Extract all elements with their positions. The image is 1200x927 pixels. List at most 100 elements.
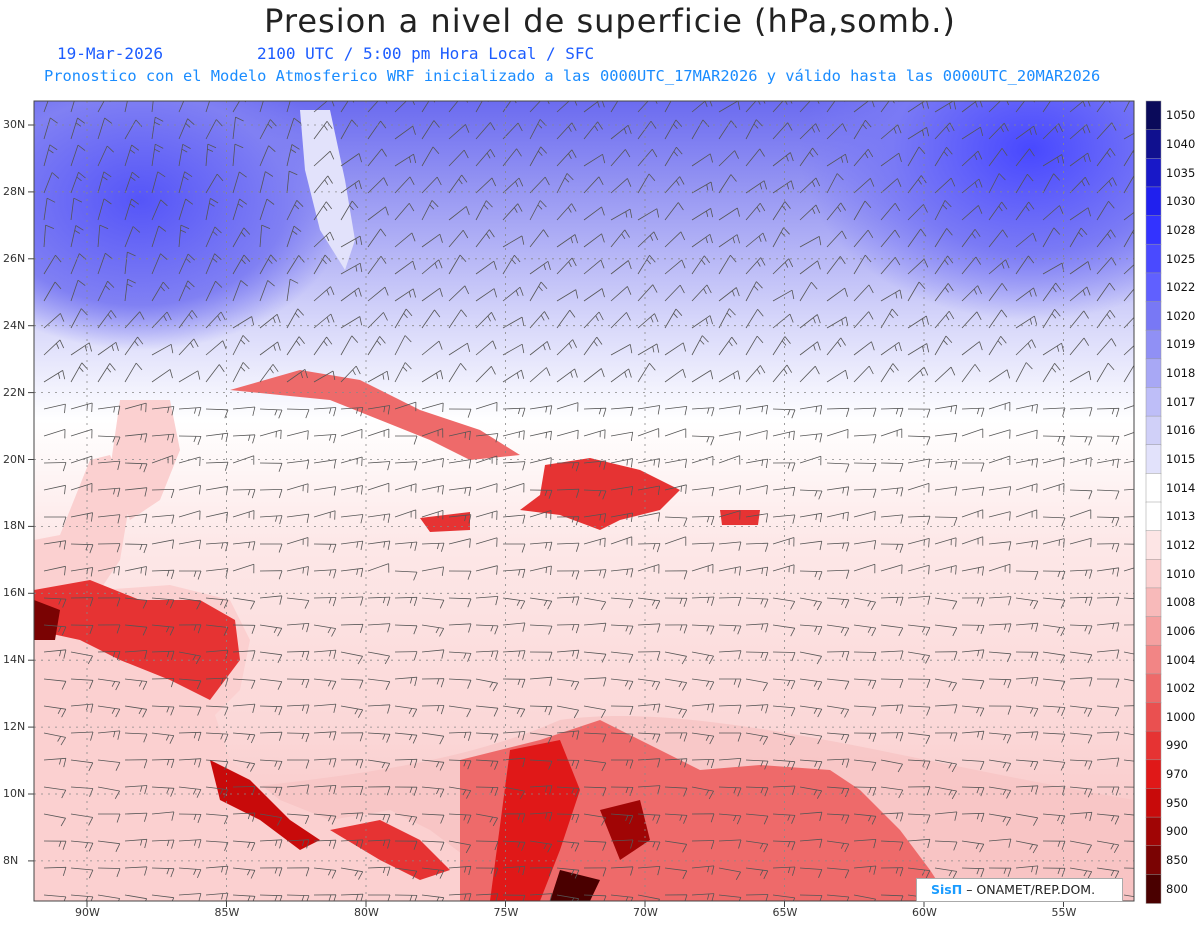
wind-barb [502,650,526,660]
wind-barb [961,341,983,356]
wind-barb [1042,813,1066,825]
wind-barb [799,281,818,302]
wind-barb [421,458,444,468]
wind-barb [1069,651,1093,664]
wind-barb [1015,813,1039,826]
wind-barb [1123,567,1134,572]
wind-barb [853,651,877,662]
wind-barb [529,457,552,467]
wind-barb [124,732,148,743]
wind-barb [367,101,388,113]
wind-barb [448,430,471,441]
land-masses [34,110,950,901]
wind-barb [907,366,929,383]
lon-label-60W: 60W [912,906,937,919]
wind-barb [1123,364,1134,383]
wind-barb [178,867,202,879]
wind-barb [178,118,195,140]
wind-barb [313,758,337,768]
wind-barb [313,703,337,713]
wind-barb [853,759,877,771]
wind-barb [124,402,147,413]
wind-barb [718,308,736,329]
wind-barb [1069,124,1091,140]
wind-barb [961,597,985,607]
colorbar-swatch [1145,788,1162,818]
wind-barb [745,623,769,633]
wind-barb [394,335,412,356]
wind-barb [394,651,418,661]
wind-barb [826,256,846,275]
wind-barb [260,543,283,553]
wind-barb [988,309,1008,329]
wind-barb [1123,211,1134,221]
wind-barb [475,366,496,383]
wind-barb [691,284,712,302]
wind-barb [394,308,413,329]
wind-barb [799,597,822,611]
wind-barb [988,623,1012,633]
lat-label-12N: 12N [3,720,26,734]
wind-barb [259,839,283,849]
colorbar-swatch [1145,100,1162,131]
lat-label-16N: 16N [3,586,26,600]
wind-barb [502,316,525,329]
colorbar-swatch [1145,329,1162,360]
wind-barb [394,867,418,880]
wind-barb [907,228,927,248]
wind-barb [232,362,250,383]
wind-barb [1015,339,1036,356]
wind-barb [367,759,391,772]
wind-barb [367,370,390,383]
wind-barb [799,867,823,878]
wind-barb [1123,345,1134,356]
wind-barb [421,370,444,383]
wind-barb [934,283,954,302]
lat-label-28N: 28N [3,184,26,198]
wind-barb [988,732,1012,744]
lat-label-14N: 14N [3,653,26,667]
wind-barb [988,101,1010,113]
wind-barb [826,624,850,637]
wind-barb [286,894,310,901]
wind-barb [664,813,688,824]
wind-barb [70,308,88,329]
wind-barb [205,311,226,329]
wind-barb [286,430,309,440]
wind-barb [151,433,175,443]
wind-barb [232,455,255,465]
wind-barb [853,488,877,498]
wind-barb [934,228,953,248]
wind-barb [826,173,844,194]
wind-barb [1042,154,1065,167]
wind-barb [529,146,547,167]
wind-barb [1069,759,1093,770]
wind-barb [961,509,984,519]
wind-barb [70,197,83,221]
wind-barb [367,786,391,796]
wind-barb [853,705,877,716]
wind-barb [556,786,580,797]
wind-barb [421,176,442,194]
wind-barb [556,730,580,740]
wind-barb [988,705,1012,715]
wind-barb [286,784,310,794]
wind-barb [394,758,418,769]
wind-barb [880,202,901,221]
wind-barb [340,101,355,113]
wind-barb [394,676,418,687]
wind-barb [232,116,244,140]
wind-barb [421,542,445,552]
wind-barb [394,232,416,248]
wind-barb [43,813,66,827]
wind-barb [934,786,957,800]
wind-barb [880,759,903,773]
wind-barb [664,894,688,901]
wind-barb [394,541,418,551]
wind-barb [1015,509,1038,519]
wind-barb [934,759,957,773]
wind-barb [610,208,633,221]
wind-barb [934,651,958,661]
wind-barb [826,407,850,418]
wind-barb [124,650,148,660]
